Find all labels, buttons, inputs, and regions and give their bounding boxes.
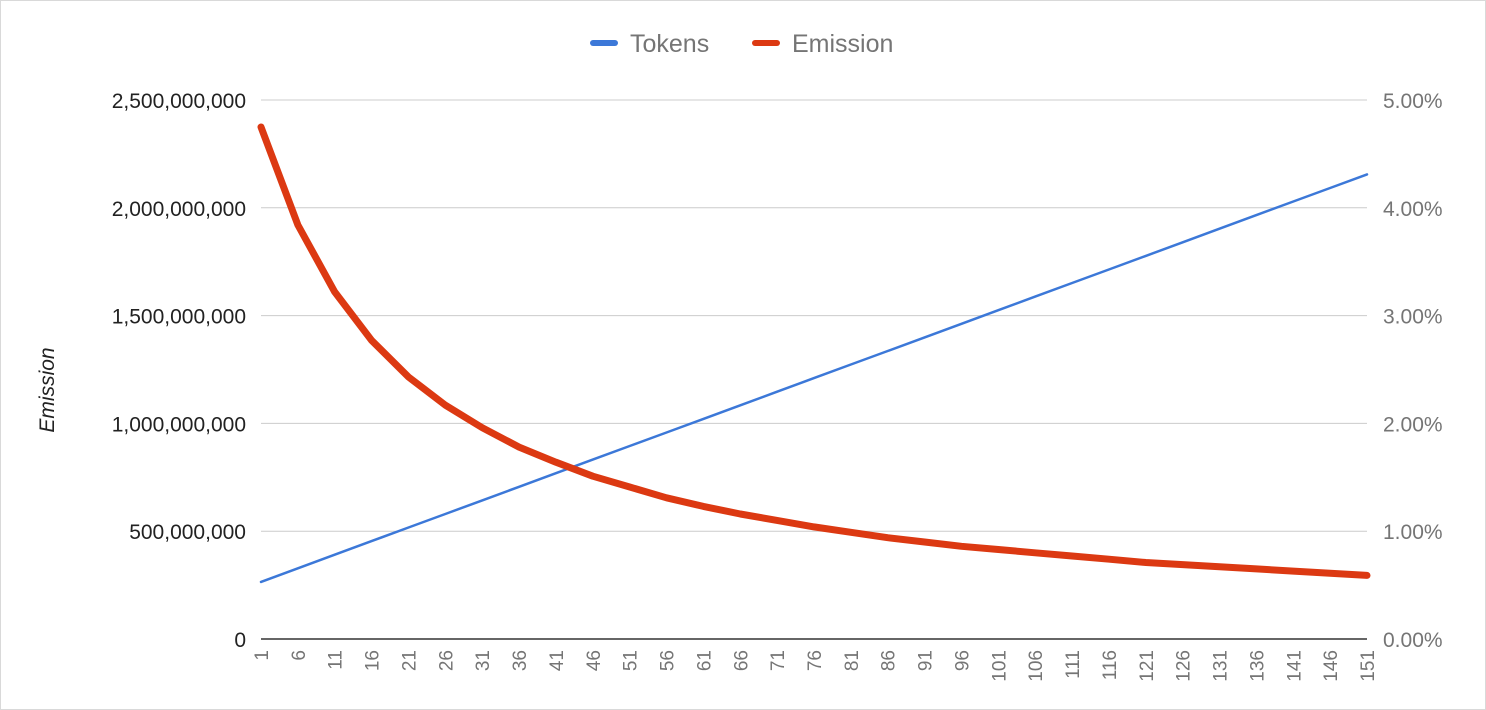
y2-tick-label: 4.00% <box>1383 198 1443 221</box>
y-tick-label: 500,000,000 <box>129 521 246 544</box>
gridlines <box>261 99 1367 532</box>
legend: Tokens Emission <box>590 30 893 58</box>
x-tick-label: 86 <box>879 650 900 671</box>
x-tick-label: 121 <box>1137 650 1158 682</box>
x-tick-label: 131 <box>1211 650 1232 682</box>
x-tick-label: 21 <box>399 650 420 671</box>
series-line-emission <box>257 123 1371 579</box>
x-tick-label: 16 <box>363 650 384 671</box>
x-tick-label: 151 <box>1358 650 1379 682</box>
x-tick-label: 126 <box>1174 650 1195 682</box>
x-tick-label: 6 <box>289 650 310 661</box>
x-tick-label: 1 <box>252 650 273 661</box>
y-tick-label: 2,000,000,000 <box>112 198 246 221</box>
x-tick-label: 61 <box>694 650 715 671</box>
x-tick-label: 41 <box>547 650 568 671</box>
series-lines <box>257 123 1371 584</box>
x-tick-label: 76 <box>805 650 826 671</box>
y2-tick-label: 2.00% <box>1383 413 1443 436</box>
y2-tick-label: 5.00% <box>1383 90 1443 113</box>
x-tick-label: 146 <box>1321 650 1342 682</box>
y-axis-title: Emission <box>36 347 59 432</box>
x-tick-label: 26 <box>436 650 457 671</box>
y-tick-label: 1,000,000,000 <box>112 413 246 436</box>
x-tick-label: 66 <box>731 650 752 671</box>
y-tick-label: 1,500,000,000 <box>112 306 246 329</box>
legend-label-tokens: Tokens <box>630 30 709 58</box>
x-tick-label: 46 <box>584 650 605 671</box>
y2-tick-label: 1.00% <box>1383 521 1443 544</box>
x-tick-label: 36 <box>510 650 531 671</box>
x-tick-label: 91 <box>916 650 937 671</box>
x-tick-label: 136 <box>1247 650 1268 682</box>
x-tick-label: 81 <box>842 650 863 671</box>
x-tick-label: 141 <box>1284 650 1305 682</box>
y-tick-label: 0 <box>234 629 246 652</box>
axes: 0 0.00% 500,000,000 1.00% 1,000,000,000 2.00%… <box>112 90 1443 682</box>
y2-tick-label: 3.00% <box>1383 306 1443 329</box>
x-tick-label: 56 <box>658 650 679 671</box>
x-tick-label: 116 <box>1100 650 1121 680</box>
x-tick-label: 111 <box>1063 650 1084 679</box>
x-tick-label: 11 <box>326 650 347 670</box>
series-line-tokens <box>259 173 1369 584</box>
x-tick-label: 31 <box>473 650 494 671</box>
legend-label-emission: Emission <box>792 30 893 58</box>
x-tick-label: 71 <box>768 650 789 671</box>
x-tick-label: 106 <box>1026 650 1047 682</box>
y-tick-label: 2,500,000,000 <box>112 90 246 113</box>
x-tick-label: 96 <box>952 650 973 671</box>
x-tick-label: 101 <box>989 650 1010 682</box>
x-tick-label: 51 <box>621 650 642 671</box>
y2-tick-label: 0.00% <box>1383 629 1443 652</box>
